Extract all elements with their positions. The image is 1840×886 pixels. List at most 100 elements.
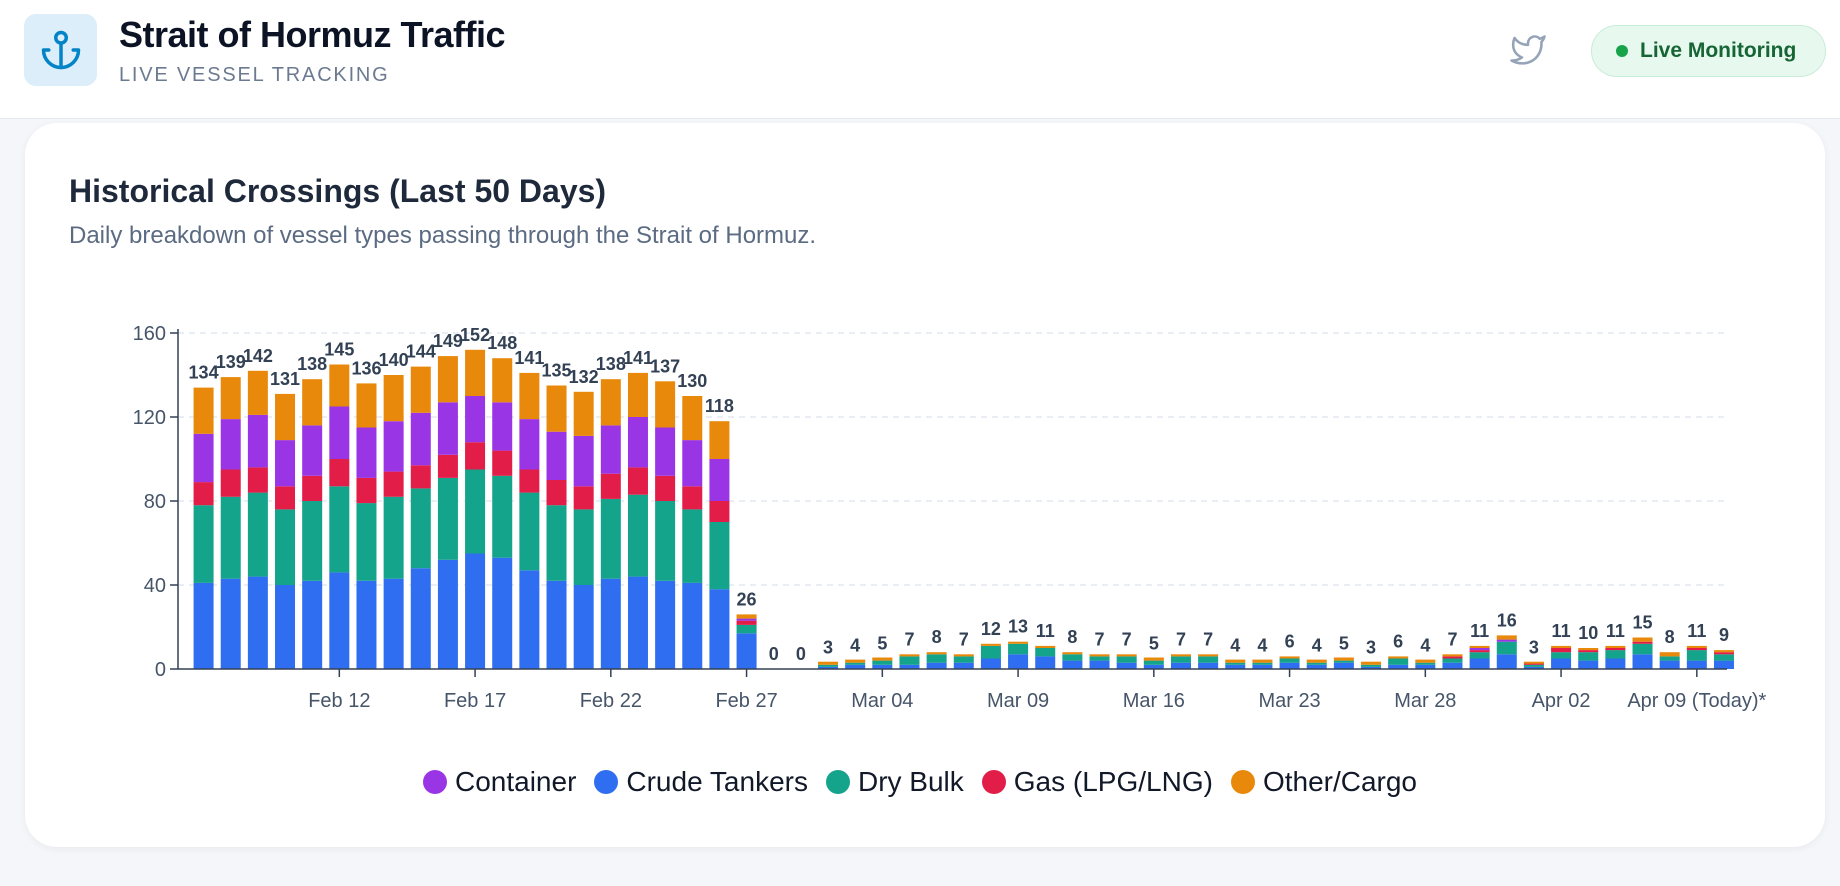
bar-segment-container — [275, 440, 296, 487]
x-tick-label: Mar 09 — [987, 690, 1049, 712]
bar-segment-container — [627, 417, 648, 468]
bar-segment-gas — [356, 477, 377, 504]
bar-segment-dry_bulk — [1361, 664, 1382, 667]
bar-total-label: 8 — [1665, 627, 1675, 647]
bar-total-label: 12 — [981, 619, 1001, 639]
bar-segment-crude — [1089, 660, 1110, 669]
bar-segment-gas — [193, 482, 214, 506]
bar-segment-other — [655, 381, 676, 428]
bar-total-label: 149 — [433, 331, 463, 351]
bar-segment-other — [1686, 645, 1707, 648]
bar-segment-crude — [1523, 666, 1544, 669]
bar-segment-dry_bulk — [872, 660, 893, 665]
bar-segment-crude — [872, 664, 893, 669]
bar-segment-dry_bulk — [818, 664, 839, 667]
bar-segment-gas — [275, 486, 296, 510]
bar-segment-gas — [329, 459, 350, 487]
legend-label: Container — [454, 766, 577, 797]
bar-segment-crude — [1605, 658, 1626, 669]
bar-segment-crude — [1551, 658, 1572, 669]
bar-segment-gas — [573, 486, 594, 510]
bar-segment-dry_bulk — [600, 498, 621, 579]
bar-total-label: 5 — [877, 634, 887, 654]
legend-label: Gas (LPG/LNG) — [1013, 766, 1213, 797]
bar-segment-crude — [465, 553, 486, 669]
bar-segment-other — [1551, 645, 1572, 648]
bar-segment-other — [1632, 637, 1653, 642]
bar-segment-crude — [1578, 660, 1599, 669]
bar-segment-gas — [600, 473, 621, 499]
x-tick-label: Mar 16 — [1123, 690, 1185, 712]
bar-segment-crude — [437, 559, 458, 669]
bar-segment-gas — [383, 471, 404, 497]
bar-total-label: 7 — [1203, 629, 1213, 649]
bar-segment-container — [302, 425, 323, 476]
bar-segment-crude — [1496, 654, 1517, 669]
bar-total-label: 134 — [189, 363, 219, 383]
bar-segment-dry_bulk — [492, 475, 513, 558]
bar-segment-dry_bulk — [1170, 656, 1191, 663]
bar-total-label: 3 — [1366, 638, 1376, 658]
bar-segment-crude — [492, 557, 513, 669]
bar-total-label: 7 — [1095, 629, 1105, 649]
bar-segment-dry_bulk — [1062, 654, 1083, 661]
bar-segment-container — [655, 427, 676, 476]
bar-total-label: 138 — [596, 354, 626, 374]
live-status-label: Live Monitoring — [1640, 39, 1797, 62]
bar-segment-dry_bulk — [247, 492, 268, 577]
bar-total-label: 6 — [1393, 631, 1403, 651]
bar-segment-dry_bulk — [1496, 641, 1517, 655]
bar-segment-gas — [1713, 652, 1734, 655]
bar-segment-gas — [1578, 650, 1599, 653]
bar-segment-gas — [492, 450, 513, 476]
bar-segment-dry_bulk — [302, 501, 323, 581]
anchor-icon — [41, 30, 80, 70]
bar-total-label: 139 — [216, 352, 246, 372]
bar-total-label: 7 — [1176, 629, 1186, 649]
bar-segment-gas — [465, 442, 486, 470]
bar-total-label: 4 — [1257, 636, 1267, 656]
bar-segment-dry_bulk — [845, 662, 866, 665]
bar-segment-container — [329, 406, 350, 459]
bar-segment-other — [1713, 650, 1734, 653]
bar-total-label: 3 — [823, 638, 833, 658]
bar-segment-other — [465, 349, 486, 396]
bar-segment-gas — [1469, 650, 1490, 653]
bar-segment-other — [1361, 662, 1382, 665]
bar-total-label: 10 — [1578, 623, 1598, 643]
bar-total-label: 135 — [542, 361, 572, 381]
bar-segment-other — [275, 393, 296, 441]
bar-total-label: 7 — [1447, 629, 1457, 649]
bar-segment-other — [953, 654, 974, 657]
bar-segment-crude — [953, 662, 974, 669]
bar-segment-crude — [410, 568, 431, 669]
bar-segment-container — [573, 435, 594, 487]
x-tick-label: Mar 04 — [851, 690, 913, 712]
legend-item[interactable]: Dry Bulk — [825, 766, 964, 798]
bar-segment-other — [573, 391, 594, 436]
bar-total-label: 15 — [1633, 613, 1653, 633]
live-monitoring-badge[interactable]: Live Monitoring — [1591, 25, 1826, 77]
bar-segment-gas — [519, 469, 540, 493]
legend-item[interactable]: Container — [422, 766, 577, 798]
bar-segment-other — [1415, 660, 1436, 663]
chart-title: Historical Crossings (Last 50 Days) — [69, 173, 607, 209]
twitter-icon[interactable] — [1508, 32, 1548, 68]
bar-total-label: 138 — [297, 354, 327, 374]
bar-segment-container — [1496, 639, 1517, 642]
bar-segment-crude — [1442, 662, 1463, 669]
legend-item[interactable]: Other/Cargo — [1230, 766, 1417, 798]
bar-total-label: 141 — [514, 348, 544, 368]
bar-segment-other — [926, 652, 947, 655]
bar-segment-container — [600, 425, 621, 474]
app-title: Strait of Hormuz Traffic — [119, 14, 506, 55]
bar-total-label: 131 — [270, 369, 300, 389]
legend-item[interactable]: Crude Tankers — [594, 766, 808, 798]
bar-total-label: 141 — [623, 348, 653, 368]
y-tick-label: 0 — [155, 659, 166, 681]
bar-segment-dry_bulk — [627, 494, 648, 577]
bar-cap — [818, 661, 839, 664]
bar-segment-container — [437, 402, 458, 455]
bar-cap — [1361, 661, 1382, 664]
legend-item[interactable]: Gas (LPG/LNG) — [981, 766, 1213, 798]
